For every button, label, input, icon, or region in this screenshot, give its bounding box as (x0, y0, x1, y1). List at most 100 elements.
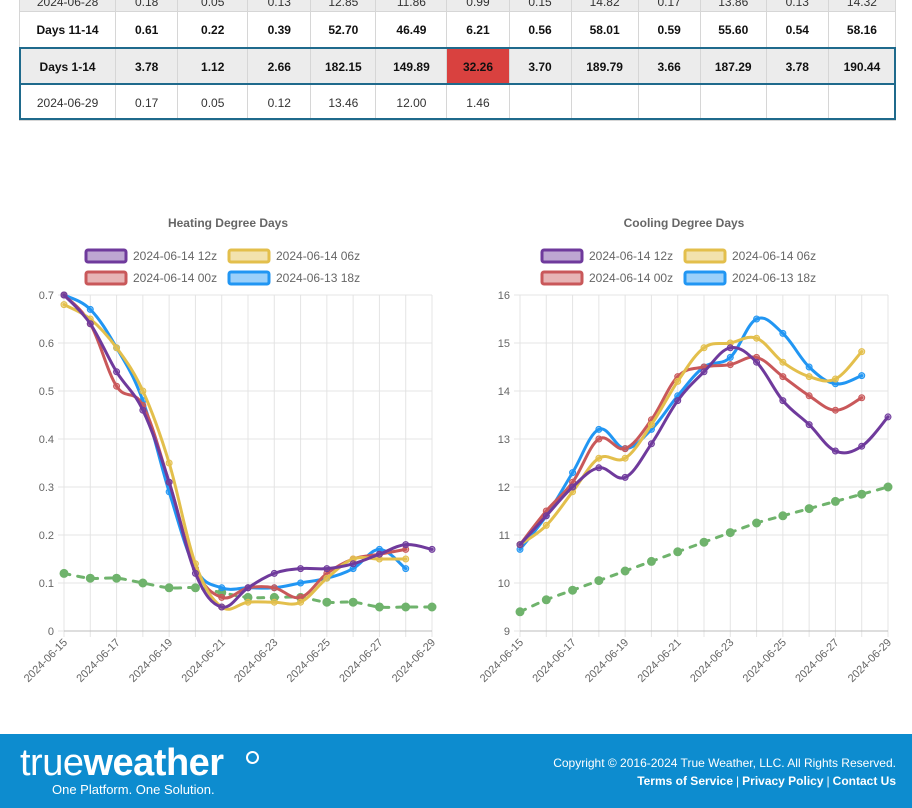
tagline: One Platform. One Solution. (52, 782, 215, 797)
data-point (323, 565, 331, 573)
legend-label: 2024-06-13 18z (276, 271, 360, 285)
value-cell: 52.70 (310, 11, 377, 49)
legend-swatch (540, 248, 584, 264)
data-point (646, 556, 656, 566)
value-cell: 0.56 (508, 11, 572, 49)
data-point (297, 579, 305, 587)
data-point (831, 447, 839, 455)
degree-day-table: 2024-06-28 0.18 0.05 0.13 12.85 11.86 0.99 0.15… (18, 0, 897, 121)
data-point (647, 440, 655, 448)
data-point (60, 291, 68, 299)
data-point (164, 583, 174, 593)
data-point (620, 566, 630, 576)
value-cell: 0.05 (177, 0, 249, 12)
data-point (753, 334, 761, 342)
terms-of-service-link[interactable]: Terms of Service (637, 774, 734, 788)
data-point (515, 607, 525, 617)
y-tick-label: 0 (48, 626, 54, 638)
value-cell: 0.13 (765, 0, 829, 12)
data-point (402, 565, 410, 573)
degree-day-table-container: 2024-06-28 0.18 0.05 0.13 12.85 11.86 0.99 0.15… (0, 0, 912, 160)
data-point (541, 595, 551, 605)
y-tick-label: 16 (498, 290, 510, 302)
row-label-cell: 2024-06-29 (18, 84, 117, 121)
trueweather-logo[interactable]: trueweather (20, 742, 224, 785)
value-cell: 6.21 (446, 11, 510, 49)
data-point (112, 573, 122, 583)
value-cell: 3.66 (637, 48, 701, 85)
x-tick-label: 2024-06-19 (583, 637, 631, 685)
y-tick-label: 10 (498, 578, 510, 590)
chart-title: Cooling Degree Days (624, 216, 745, 230)
data-point (297, 565, 305, 573)
data-point (402, 541, 410, 549)
row-label-cell: Days 11-14 (18, 11, 117, 49)
series-line (62, 293, 408, 600)
privacy-policy-link[interactable]: Privacy Policy (742, 774, 824, 788)
data-point (568, 585, 578, 595)
link-separator: | (826, 774, 830, 788)
data-point (191, 569, 199, 577)
row-label-cell: 2024-06-28 (18, 0, 117, 12)
data-point (830, 496, 840, 506)
data-point (595, 464, 603, 472)
legend-label: 2024-06-14 06z (732, 249, 816, 263)
x-tick-label: 2024-06-29 (390, 637, 438, 685)
data-point (139, 387, 147, 395)
data-point (779, 373, 787, 381)
legend-label: 2024-06-14 06z (276, 249, 360, 263)
value-cell: 3.78 (115, 48, 179, 85)
data-point (542, 521, 550, 529)
legend-swatch (84, 270, 128, 286)
data-point (779, 397, 787, 405)
legend-label: 2024-06-13 18z (732, 271, 816, 285)
data-point (569, 469, 577, 477)
x-tick-label: 2024-06-21 (180, 637, 228, 685)
data-point (190, 583, 200, 593)
data-point (779, 358, 787, 366)
table-row: Days 1-14 3.78 1.12 2.66 182.15 149.89 32.26 3.… (18, 48, 897, 85)
contact-us-link[interactable]: Contact Us (832, 774, 896, 788)
value-cell: 58.01 (570, 11, 639, 49)
value-cell: 0.59 (637, 11, 701, 49)
series-line (62, 303, 408, 611)
series-line (518, 316, 864, 551)
data-point (348, 597, 358, 607)
y-tick-label: 14 (498, 386, 510, 398)
heating-degree-days-chart: Heating Degree Days 2024-06-14 12z 2024-06… (22, 216, 438, 685)
value-cell (827, 84, 897, 121)
data-point (218, 603, 226, 611)
y-tick-label: 11 (499, 530, 510, 542)
y-tick-label: 0.7 (39, 290, 54, 302)
data-point (113, 344, 121, 352)
x-tick-label: 2024-06-15 (478, 637, 526, 685)
y-tick-label: 0.1 (39, 578, 54, 590)
x-tick-label: 2024-06-25 (741, 637, 789, 685)
data-point (726, 361, 734, 369)
data-point (831, 375, 839, 383)
value-cell: 0.05 (177, 84, 249, 121)
value-cell: 3.78 (765, 48, 829, 85)
value-cell: 55.60 (699, 11, 767, 49)
y-tick-label: 0.6 (39, 338, 54, 350)
data-point (725, 528, 735, 538)
data-point (858, 394, 866, 402)
data-point (726, 344, 734, 352)
x-tick-label: 2024-06-27 (793, 637, 841, 685)
data-point (323, 574, 331, 582)
data-point (60, 301, 68, 309)
data-point (674, 377, 682, 385)
data-point (779, 329, 787, 337)
value-cell (508, 84, 572, 121)
data-point (542, 512, 550, 520)
table-row: 2024-06-28 0.18 0.05 0.13 12.85 11.86 0.99 0.15… (18, 0, 897, 12)
data-point (753, 358, 761, 366)
value-cell: 0.17 (115, 84, 179, 121)
value-cell: 14.82 (570, 0, 639, 12)
y-tick-label: 9 (504, 626, 510, 638)
legend-label: 2024-06-14 00z (589, 271, 673, 285)
value-cell: 11.86 (375, 0, 448, 12)
copyright-text: Copyright © 2016-2024 True Weather, LLC.… (553, 756, 896, 770)
data-point (516, 541, 524, 549)
data-point (805, 392, 813, 400)
